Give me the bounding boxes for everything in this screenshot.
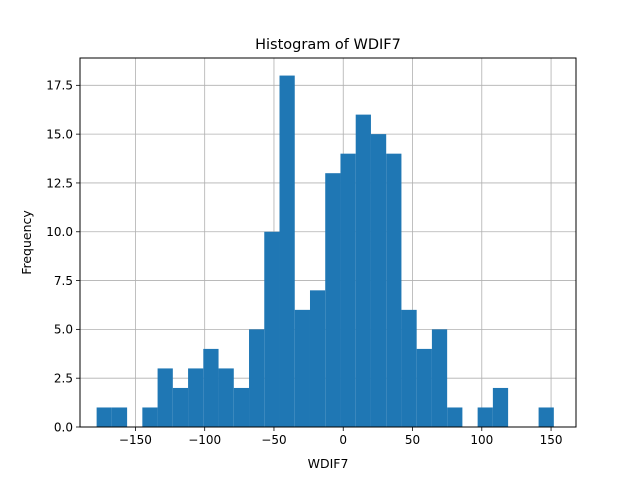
histogram-bar xyxy=(355,114,371,427)
histogram-bar xyxy=(111,407,128,427)
x-tick-label: −100 xyxy=(188,433,221,447)
x-tick-label: 0 xyxy=(339,433,347,447)
histogram-bars xyxy=(96,75,554,428)
histogram-bar xyxy=(233,387,250,427)
y-tick-label: 15.0 xyxy=(46,127,73,141)
histogram-bar xyxy=(172,387,189,427)
x-axis-label: WDIF7 xyxy=(308,456,349,471)
histogram-bar xyxy=(386,153,402,427)
y-tick-label: 5.0 xyxy=(54,323,73,337)
y-tick-label: 0.0 xyxy=(54,420,73,434)
axis-ticks: −150 −100 −50 0 50 100 150 0.0 2.5 5.0 7.5 10.0 12.5… xyxy=(46,79,562,447)
y-axis-label: Frequency xyxy=(19,210,34,275)
histogram-bar xyxy=(188,368,204,427)
histogram-bar xyxy=(157,368,173,427)
histogram-bar xyxy=(142,407,158,427)
histogram-bar xyxy=(309,290,326,427)
plot-frame xyxy=(79,57,577,428)
y-tick-label: 10.0 xyxy=(46,225,73,239)
histogram-bar xyxy=(279,75,295,428)
histogram-bar xyxy=(249,329,265,427)
x-tick-label: 50 xyxy=(405,433,420,447)
x-tick-label: −150 xyxy=(119,433,152,447)
histogram-bar xyxy=(218,368,234,427)
x-tick-label: 100 xyxy=(470,433,493,447)
y-tick-label: 2.5 xyxy=(54,371,73,385)
histogram-bar xyxy=(325,173,341,427)
histogram-bar xyxy=(370,134,387,427)
histogram-bar xyxy=(401,309,417,427)
histogram-bar xyxy=(477,407,493,427)
histogram-bar xyxy=(96,407,112,427)
histogram-bar xyxy=(447,407,463,427)
chart-title: Histogram of WDIF7 xyxy=(255,37,401,53)
histogram-bar xyxy=(264,231,280,427)
histogram-bar xyxy=(294,309,310,427)
histogram-bar xyxy=(203,348,219,427)
y-tick-label: 7.5 xyxy=(54,274,73,288)
x-tick-label: −50 xyxy=(261,433,286,447)
y-tick-label: 12.5 xyxy=(46,176,73,190)
x-tick-label: 150 xyxy=(540,433,563,447)
histogram-bar xyxy=(431,329,448,427)
histogram-bar xyxy=(538,407,554,427)
y-tick-label: 17.5 xyxy=(46,79,73,93)
histogram-bar xyxy=(340,153,356,427)
histogram-bar xyxy=(492,387,509,427)
histogram-bar xyxy=(416,348,432,427)
